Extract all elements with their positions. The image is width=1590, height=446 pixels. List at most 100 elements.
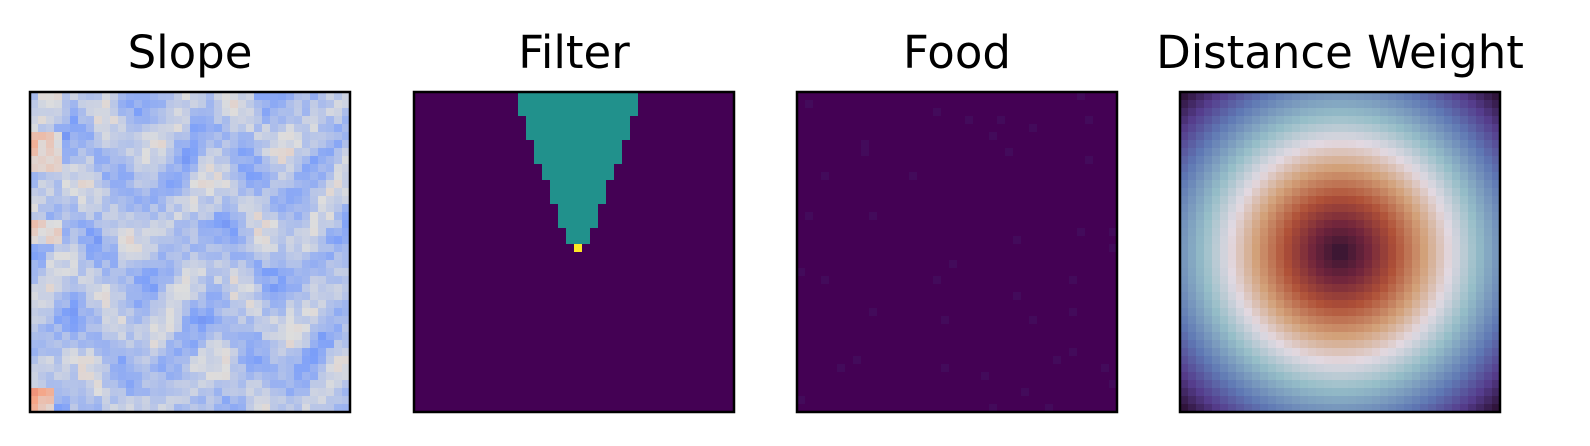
slope-cell [190, 388, 199, 397]
slope-cell [46, 212, 55, 221]
slope-cell [134, 236, 143, 245]
filter-cell [446, 260, 455, 269]
slope-cell [86, 220, 95, 229]
food-cell [901, 276, 910, 285]
slope-cell [262, 292, 271, 301]
slope-cell [238, 260, 247, 269]
slope-cell [294, 396, 303, 405]
food-cell [1053, 268, 1062, 277]
distance-weight-cell [1468, 108, 1477, 117]
filter-cell [710, 348, 719, 357]
food-cell [853, 364, 862, 373]
filter-cell [422, 268, 431, 277]
food-cell [813, 132, 822, 141]
food-cell [893, 116, 902, 125]
filter-cell [566, 388, 575, 397]
slope-cell [102, 164, 111, 173]
food-cell [813, 380, 822, 389]
food-cell [949, 156, 958, 165]
filter-cell [542, 204, 551, 213]
food-cell [909, 124, 918, 133]
slope-cell [214, 172, 223, 181]
slope-cell [86, 172, 95, 181]
slope-cell [294, 212, 303, 221]
filter-cell [654, 180, 663, 189]
slope-cell [166, 156, 175, 165]
filter-cell [566, 372, 575, 381]
filter-cell [606, 100, 615, 109]
food-cell [1061, 300, 1070, 309]
filter-cell [414, 332, 423, 341]
food-cell [997, 188, 1006, 197]
slope-cell [70, 116, 79, 125]
slope-cell [198, 260, 207, 269]
food-cell [1045, 308, 1054, 317]
food-cell [949, 228, 958, 237]
slope-cell [262, 260, 271, 269]
slope-cell [182, 132, 191, 141]
filter-cell [470, 236, 479, 245]
slope-cell [302, 204, 311, 213]
filter-cell [574, 172, 583, 181]
filter-cell [510, 396, 519, 405]
filter-cell [502, 380, 511, 389]
food-cell [1069, 268, 1078, 277]
filter-cell [614, 380, 623, 389]
filter-cell [422, 252, 431, 261]
filter-cell [462, 332, 471, 341]
food-cell [885, 340, 894, 349]
filter-cell [694, 220, 703, 229]
filter-cell [590, 260, 599, 269]
filter-cell [662, 100, 671, 109]
slope-cell [310, 364, 319, 373]
slope-cell [206, 212, 215, 221]
slope-cell [238, 276, 247, 285]
filter-cell [526, 356, 535, 365]
filter-cell [598, 268, 607, 277]
filter-cell [726, 380, 735, 389]
slope-cell [294, 284, 303, 293]
filter-cell [694, 300, 703, 309]
food-cell [973, 124, 982, 133]
filter-cell [494, 388, 503, 397]
slope-cell [126, 380, 135, 389]
filter-cell [678, 252, 687, 261]
slope-cell [134, 316, 143, 325]
slope-cell [102, 372, 111, 381]
slope-cell [142, 308, 151, 317]
food-cell [901, 308, 910, 317]
filter-cell [518, 252, 527, 261]
slope-cell [54, 92, 63, 101]
food-cell [917, 140, 926, 149]
food-cell [909, 348, 918, 357]
filter-cell [638, 204, 647, 213]
heatmap-food [797, 92, 1118, 413]
food-cell [821, 276, 830, 285]
food-cell [861, 204, 870, 213]
food-cell [821, 180, 830, 189]
filter-cell [414, 236, 423, 245]
filter-cell [446, 292, 455, 301]
slope-cell [214, 396, 223, 405]
filter-cell [630, 236, 639, 245]
filter-cell [566, 292, 575, 301]
filter-cell [454, 236, 463, 245]
food-cell [1061, 140, 1070, 149]
slope-cell [94, 284, 103, 293]
food-cell [845, 308, 854, 317]
slope-cell [238, 204, 247, 213]
slope-cell [182, 204, 191, 213]
slope-cell [254, 100, 263, 109]
food-cell [1077, 268, 1086, 277]
filter-cell [662, 108, 671, 117]
slope-cell [278, 180, 287, 189]
food-cell [901, 300, 910, 309]
filter-cell [478, 172, 487, 181]
filter-cell [558, 148, 567, 157]
food-cell [1029, 388, 1038, 397]
food-cell [877, 364, 886, 373]
slope-cell [342, 292, 351, 301]
slope-cell [78, 92, 87, 101]
filter-cell [590, 404, 599, 413]
slope-cell [246, 396, 255, 405]
